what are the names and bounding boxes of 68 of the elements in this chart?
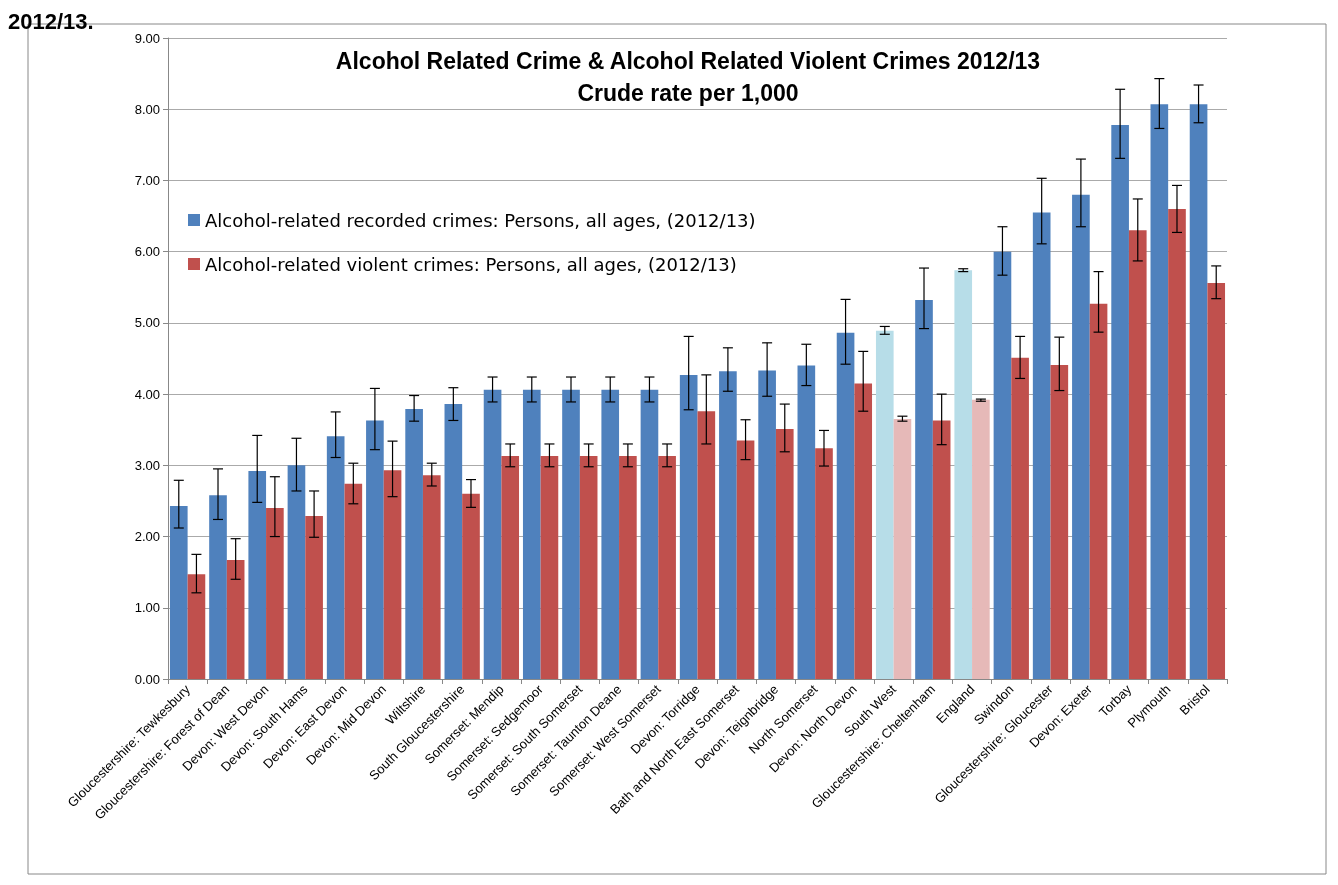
bar <box>601 389 620 679</box>
bar <box>854 383 873 679</box>
y-tick-label: 0.00 <box>134 671 160 687</box>
legend-label: Alcohol-related recorded crimes: Persons, all ages, (2012/13) <box>205 209 756 231</box>
bar <box>1032 212 1051 679</box>
y-tick-label: 5.00 <box>134 315 160 331</box>
y-tick-label: 4.00 <box>134 386 160 402</box>
bar <box>522 389 541 679</box>
bar <box>540 456 559 679</box>
y-tick-label: 9.00 <box>134 30 160 46</box>
bar <box>658 456 676 679</box>
bar <box>501 456 520 679</box>
bar <box>1089 303 1108 679</box>
bar <box>1072 194 1090 679</box>
bar <box>405 409 423 679</box>
bar <box>187 574 206 679</box>
bar <box>915 300 933 679</box>
bar <box>836 332 855 679</box>
bar <box>815 448 833 679</box>
bar <box>797 365 816 679</box>
bar <box>972 399 990 679</box>
bar <box>719 371 737 679</box>
bar <box>619 456 637 679</box>
bar <box>226 560 245 679</box>
bar <box>344 483 363 679</box>
bar <box>1189 104 1208 679</box>
text: Alcohol Related Crime & Alcohol Related Violent Crimes 2012/13 Crude rate per 1,000 <box>335 48 1041 106</box>
bar <box>679 374 698 679</box>
bar <box>209 495 227 679</box>
bar <box>1128 230 1147 679</box>
bar <box>305 515 323 679</box>
bar <box>640 389 659 679</box>
y-tick-label: 3.00 <box>134 457 160 473</box>
bar <box>1168 208 1186 679</box>
bar <box>1111 124 1129 679</box>
bar <box>287 465 306 679</box>
bar <box>266 508 284 679</box>
y-tick-label: 7.00 <box>134 172 160 188</box>
bar <box>697 411 716 679</box>
y-tick-label: 2.00 <box>134 529 160 545</box>
bar <box>954 270 973 679</box>
bar <box>993 251 1012 679</box>
bar <box>169 505 188 679</box>
bar <box>875 330 894 679</box>
legend-label: Alcohol-related violent crimes: Persons, all ages, (2012/13) <box>205 253 737 275</box>
bar <box>444 404 463 679</box>
bar <box>758 370 776 679</box>
y-tick-label: 1.00 <box>134 600 160 616</box>
bar <box>326 436 345 679</box>
bar <box>893 419 912 679</box>
bar <box>366 420 384 679</box>
bar <box>562 389 580 679</box>
bar <box>775 429 794 679</box>
bar <box>1011 357 1029 679</box>
text: 2012/13. <box>8 8 94 34</box>
bar <box>422 475 441 679</box>
bar <box>579 456 598 679</box>
bar <box>736 440 755 679</box>
bar <box>483 389 502 679</box>
y-tick-label: 8.00 <box>134 101 160 117</box>
bar <box>1207 283 1226 679</box>
bar <box>1050 364 1069 679</box>
bar <box>462 493 480 679</box>
bar <box>1150 104 1169 679</box>
bar <box>383 470 402 679</box>
bar <box>932 420 951 679</box>
y-tick-label: 6.00 <box>134 244 160 260</box>
bar <box>248 471 267 679</box>
